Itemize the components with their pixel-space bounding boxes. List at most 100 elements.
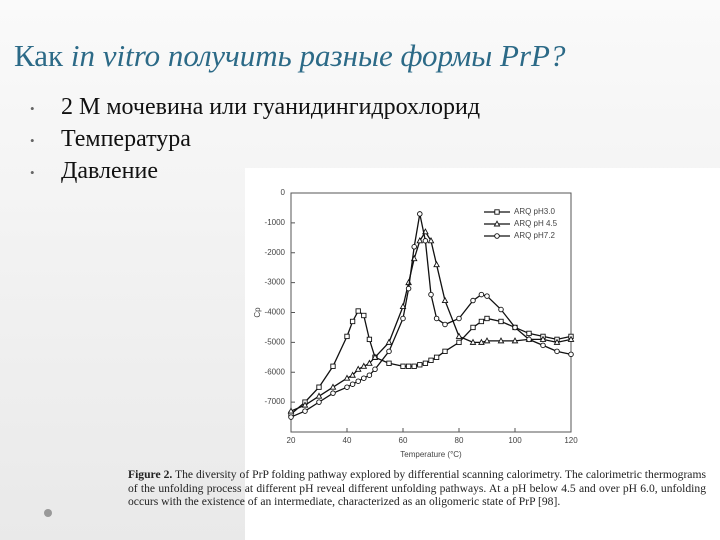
- legend-label: ARQ pH7.2: [514, 231, 555, 240]
- marker: [484, 315, 490, 322]
- marker: [386, 360, 392, 366]
- marker: [428, 291, 434, 298]
- marker: [302, 408, 308, 414]
- marker: [349, 381, 356, 387]
- marker: [540, 342, 546, 349]
- marker: [354, 365, 362, 372]
- marker: [455, 332, 463, 339]
- slide-title: Как in vitro получить разные формы PrP?: [14, 38, 565, 74]
- marker: [349, 371, 356, 378]
- legend-marker: [494, 233, 500, 239]
- marker: [405, 285, 412, 292]
- decoration-dot: [44, 509, 52, 517]
- bullet-list: 2 М мочевина или гуанидингидрохлорид Тем…: [30, 92, 480, 188]
- legend-marker: [493, 220, 501, 227]
- marker: [478, 318, 485, 325]
- x-tick-label: 120: [564, 436, 578, 445]
- caption-text: The diversity of PrP folding pathway exp…: [128, 468, 706, 508]
- marker: [497, 337, 505, 344]
- x-tick-label: 100: [508, 436, 522, 445]
- marker: [433, 260, 440, 268]
- marker: [355, 378, 361, 384]
- marker: [372, 366, 378, 373]
- marker: [567, 335, 575, 342]
- marker: [411, 244, 417, 250]
- marker: [554, 348, 560, 355]
- marker: [512, 324, 518, 331]
- marker: [316, 384, 322, 390]
- marker: [441, 296, 449, 303]
- legend-marker: [494, 209, 500, 215]
- x-tick-label: 40: [343, 436, 352, 445]
- y-axis-label: Cp: [253, 307, 262, 318]
- marker: [400, 363, 406, 369]
- marker: [416, 237, 424, 244]
- marker: [355, 308, 361, 314]
- y-tick-label: -3000: [265, 278, 286, 287]
- marker: [366, 372, 373, 378]
- marker: [498, 306, 504, 313]
- marker: [442, 348, 448, 354]
- marker: [478, 338, 485, 345]
- marker: [287, 407, 295, 414]
- plot-frame: [290, 192, 572, 433]
- marker: [526, 330, 532, 337]
- y-tick-label: -5000: [265, 337, 286, 346]
- y-tick-label: -7000: [265, 397, 286, 406]
- marker: [361, 312, 367, 319]
- y-tick-label: -1000: [265, 218, 286, 227]
- figure-panel: [245, 168, 720, 540]
- marker: [539, 335, 547, 342]
- marker: [478, 291, 485, 298]
- marker: [330, 363, 336, 369]
- marker: [470, 324, 476, 331]
- marker: [433, 354, 440, 360]
- marker: [417, 362, 423, 368]
- marker: [316, 399, 322, 405]
- x-tick-label: 60: [399, 436, 408, 445]
- marker: [344, 384, 350, 390]
- y-tick-label: -4000: [265, 308, 286, 317]
- y-tick-label: 0: [281, 188, 286, 197]
- marker: [553, 338, 561, 345]
- bullet: Температура: [30, 124, 480, 156]
- marker: [344, 333, 350, 340]
- caption-label: Figure 2.: [128, 468, 173, 481]
- caption: Figure 2. The diversity of PrP folding p…: [128, 468, 706, 509]
- marker: [456, 339, 462, 346]
- marker: [411, 363, 417, 369]
- marker: [428, 357, 434, 363]
- marker: [526, 336, 532, 343]
- marker: [329, 383, 337, 390]
- legend-label: ARQ pH3.0: [514, 207, 555, 216]
- marker: [349, 318, 356, 325]
- marker: [469, 338, 477, 345]
- marker: [483, 337, 491, 344]
- marker: [498, 318, 504, 325]
- x-tick-label: 20: [287, 436, 296, 445]
- marker: [568, 351, 574, 358]
- marker: [366, 336, 373, 343]
- marker: [361, 375, 367, 381]
- y-tick-label: -2000: [265, 248, 286, 257]
- marker: [400, 315, 406, 322]
- marker: [511, 337, 519, 344]
- marker: [470, 297, 476, 304]
- marker: [315, 392, 323, 399]
- marker: [456, 315, 462, 322]
- marker: [386, 348, 392, 355]
- marker: [484, 293, 490, 299]
- marker: [385, 338, 393, 345]
- marker: [366, 359, 373, 366]
- marker: [330, 390, 336, 396]
- x-axis-label: Temperature (°C): [400, 450, 462, 459]
- marker: [417, 211, 423, 217]
- marker: [399, 302, 407, 309]
- marker: [360, 362, 368, 369]
- marker: [433, 315, 440, 322]
- marker: [422, 238, 429, 244]
- x-tick-label: 80: [455, 436, 464, 445]
- marker: [288, 414, 294, 420]
